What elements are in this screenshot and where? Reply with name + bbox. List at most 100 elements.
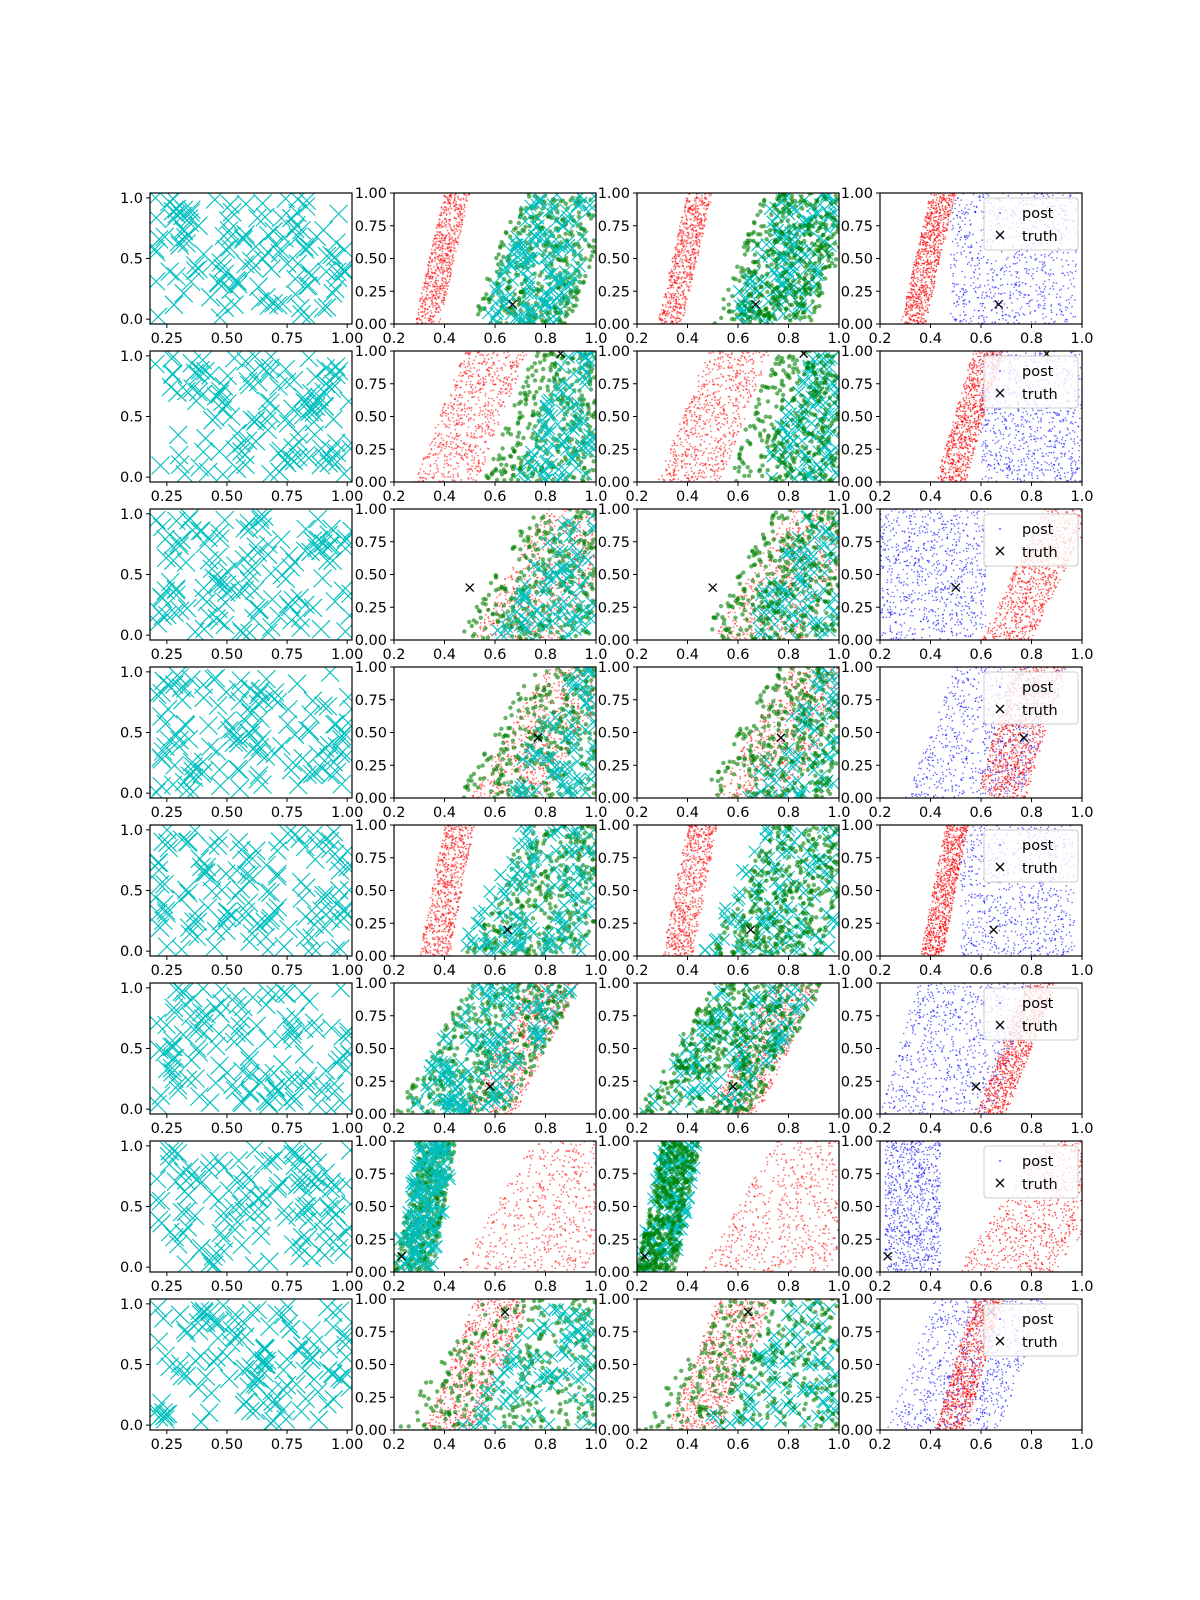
point (454, 238, 457, 240)
point (456, 472, 459, 475)
point (427, 317, 429, 320)
point (515, 356, 518, 359)
point (667, 291, 670, 294)
point (479, 448, 482, 451)
point (1013, 257, 1016, 259)
point (936, 216, 938, 218)
point (470, 406, 473, 409)
point (700, 224, 703, 226)
point (761, 255, 766, 260)
point (784, 298, 789, 304)
point (921, 307, 924, 310)
point (446, 229, 449, 232)
point (916, 311, 919, 314)
point (823, 264, 828, 270)
point (929, 223, 931, 226)
point (440, 211, 442, 214)
point (441, 250, 444, 253)
point (435, 227, 438, 230)
point (450, 446, 453, 449)
point (922, 270, 925, 273)
point (974, 210, 976, 213)
point (965, 313, 967, 316)
point (460, 221, 463, 224)
point (470, 409, 473, 412)
cross-mark (225, 440, 245, 459)
point (679, 257, 682, 260)
point (477, 379, 480, 382)
cross-mark (498, 261, 512, 274)
point (946, 206, 948, 209)
point (508, 395, 511, 398)
point (483, 357, 486, 360)
point (954, 265, 957, 268)
point (1044, 297, 1046, 300)
point (921, 304, 924, 306)
point (1056, 257, 1058, 259)
point (924, 237, 927, 239)
point (950, 253, 952, 256)
point (450, 207, 453, 210)
point (924, 261, 926, 263)
point (1067, 251, 1069, 254)
point (431, 304, 434, 307)
point (758, 209, 763, 214)
x-tick-label: 1.00 (331, 489, 363, 505)
point (428, 456, 431, 458)
point (806, 247, 811, 252)
point (1036, 193, 1038, 195)
point (992, 271, 994, 274)
point (698, 197, 701, 200)
red-samples (415, 193, 471, 324)
cross-mark (299, 307, 318, 324)
point (991, 297, 993, 300)
point (833, 257, 839, 262)
point (827, 211, 832, 217)
point (453, 379, 455, 382)
cross-mark (732, 284, 746, 298)
point (1018, 284, 1021, 286)
point (432, 285, 435, 288)
point (926, 258, 929, 261)
point (669, 301, 672, 303)
cross-mark (189, 259, 208, 279)
point (941, 206, 943, 208)
point (923, 225, 925, 228)
point (418, 318, 421, 320)
point (795, 302, 801, 307)
point (440, 433, 443, 436)
point (441, 475, 444, 478)
point (434, 242, 436, 245)
cross-mark (196, 428, 215, 448)
point (515, 361, 518, 364)
point (1044, 280, 1046, 283)
point (439, 309, 442, 311)
point (977, 310, 980, 312)
point (494, 255, 499, 261)
point (441, 220, 444, 223)
point (1022, 313, 1025, 316)
point (457, 236, 460, 238)
point (919, 279, 921, 282)
point (445, 235, 447, 238)
point (1071, 272, 1073, 274)
point (438, 237, 441, 240)
point (438, 224, 440, 227)
point (697, 238, 700, 241)
point (684, 204, 686, 207)
point (912, 299, 915, 301)
point (930, 212, 932, 214)
point (446, 269, 448, 272)
x-tick-label: 0.25 (151, 489, 183, 505)
point (910, 283, 912, 285)
point (933, 231, 935, 234)
point (964, 243, 966, 245)
point (465, 199, 468, 202)
point (1011, 309, 1014, 312)
point (453, 205, 456, 208)
point (975, 286, 977, 288)
point (922, 239, 924, 241)
point (972, 233, 974, 236)
point (820, 290, 825, 296)
point (429, 452, 432, 455)
